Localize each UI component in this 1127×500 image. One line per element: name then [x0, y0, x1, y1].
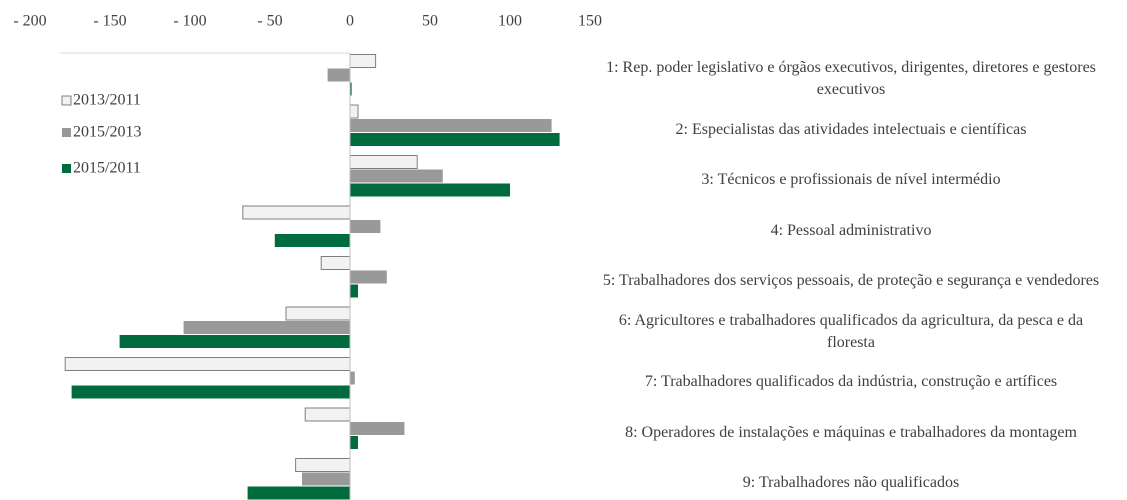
bar	[183, 321, 350, 334]
x-tick-label: 0	[346, 13, 354, 30]
bar	[247, 486, 350, 500]
category-text: 1: Rep. poder legislativo e órgãos execu…	[606, 59, 1096, 98]
bar	[71, 385, 350, 399]
bar	[350, 183, 510, 197]
bar	[302, 472, 350, 486]
category-label: 7: Trabalhadores qualificados da indústr…	[595, 371, 1107, 393]
category-label: 3: Técnicos e profissionais de nível int…	[595, 169, 1107, 191]
bar	[349, 104, 359, 119]
category-text: 9: Trabalhadores não qualificados	[742, 474, 960, 491]
bar	[242, 205, 351, 220]
bar	[350, 371, 355, 385]
bar	[285, 306, 351, 321]
x-tick-label: - 50	[257, 13, 282, 30]
bar	[350, 284, 358, 298]
bar	[304, 407, 351, 422]
legend-marker	[62, 164, 71, 173]
legend-marker	[62, 128, 71, 137]
legend-marker	[61, 95, 72, 106]
category-label: 1: Rep. poder legislativo e órgãos execu…	[595, 57, 1107, 101]
bar	[350, 133, 560, 146]
x-tick-label: 50	[422, 13, 438, 30]
bar	[350, 119, 552, 132]
category-text: 5: Trabalhadores dos serviços pessoais, …	[602, 272, 1100, 289]
legend-label: 2015/2013	[73, 124, 141, 141]
category-text: 6: Agricultores e trabalhadores qualific…	[618, 311, 1084, 351]
x-tick-label: - 150	[93, 13, 126, 30]
category-text: 7: Trabalhadores qualificados da indústr…	[644, 373, 1058, 390]
category-label: 6: Agricultores e trabalhadores qualific…	[595, 310, 1107, 354]
bar	[64, 357, 351, 371]
legend-label: 2015/2011	[73, 160, 141, 177]
category-text: 3: Técnicos e profissionais de nível int…	[701, 171, 1001, 188]
legend-label: 2013/2011	[73, 92, 141, 109]
x-tick-label: - 100	[173, 13, 206, 30]
bar	[349, 155, 418, 169]
bar	[320, 256, 351, 270]
bar	[295, 458, 351, 472]
category-text: 4: Pessoal administrativo	[770, 221, 932, 239]
category-label: 2: Especialistas das atividades intelect…	[595, 119, 1107, 141]
x-tick-label: 100	[498, 13, 522, 30]
bar	[119, 335, 350, 348]
category-text: 8: Operadores de instalações e máquinas …	[625, 423, 1077, 441]
category-label: 4: Pessoal administrativo	[595, 220, 1107, 242]
bar	[327, 68, 350, 82]
category-label: 9: Trabalhadores não qualificados	[595, 472, 1107, 494]
bar	[274, 234, 350, 247]
bar	[350, 270, 387, 284]
bar	[350, 422, 405, 435]
category-label: 8: Operadores de instalações e máquinas …	[595, 422, 1107, 444]
bar	[350, 436, 358, 449]
bar	[349, 54, 377, 68]
bar	[350, 169, 443, 183]
x-tick-label: 150	[578, 13, 602, 30]
category-text: 2: Especialistas das atividades intelect…	[675, 120, 1027, 138]
bar	[350, 220, 381, 233]
bar	[350, 82, 352, 96]
x-tick-label: - 200	[13, 13, 46, 30]
category-label: 5: Trabalhadores dos serviços pessoais, …	[595, 270, 1107, 292]
